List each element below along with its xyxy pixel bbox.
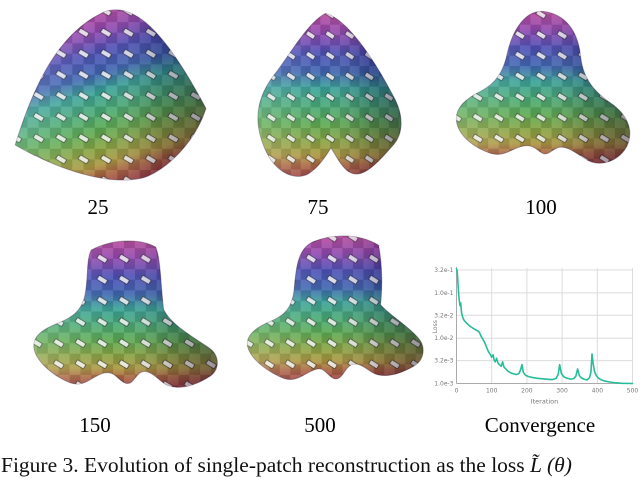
y-tick-label: 1.0e-1 (434, 290, 453, 297)
panel-label-75: 75 (307, 195, 329, 219)
figure-caption: Figure 3. Evolution of single-patch reco… (1, 453, 640, 478)
x-tick-label: 400 (592, 388, 604, 395)
patch-surface (246, 235, 424, 380)
panel-label-convergence: Convergence (484, 413, 596, 437)
convergence-chart: 3.2e-1 1.0e-1 3.2e-2 1.0e-2 3.2e-3 1.0e-3 0 100… (429, 258, 639, 410)
x-axis-label: Iteration (531, 398, 559, 406)
x-tick-label: 500 (627, 388, 639, 395)
panel-label-100: 100 (525, 195, 557, 219)
panel-label-25: 25 (87, 195, 109, 219)
caption-text: Figure 3. Evolution of single-patch reco… (1, 453, 531, 477)
x-tick-label: 200 (521, 388, 533, 395)
y-tick-label: 3.2e-1 (434, 267, 453, 274)
x-tick-label: 300 (556, 388, 568, 395)
x-tick-label: 0 (455, 388, 459, 395)
y-tick-label: 1.0e-3 (434, 381, 453, 388)
patch-render-500 (246, 235, 424, 380)
patch-render-150 (33, 240, 218, 388)
patch-surface (33, 240, 218, 388)
caption-loss-symbol: L̃ (θ) (530, 453, 572, 477)
patch-surface (455, 11, 631, 164)
y-tick-label: 3.2e-2 (434, 312, 453, 319)
patch-render-100 (455, 11, 631, 164)
panel-label-150: 150 (79, 413, 111, 437)
y-tick-label: 3.2e-3 (434, 358, 453, 365)
patch-render-75 (257, 12, 402, 177)
patch-surface (14, 9, 207, 181)
panel-label-500: 500 (304, 413, 336, 437)
y-axis-label: Loss (432, 320, 439, 333)
y-tick-label: 1.0e-2 (434, 335, 453, 342)
x-tick-label: 100 (486, 388, 498, 395)
patch-render-25 (14, 9, 207, 181)
patch-surface (257, 12, 402, 177)
loss-curve (455, 268, 634, 385)
loss-line-chart: 3.2e-1 1.0e-1 3.2e-2 1.0e-2 3.2e-3 1.0e-30 100… (432, 267, 639, 406)
